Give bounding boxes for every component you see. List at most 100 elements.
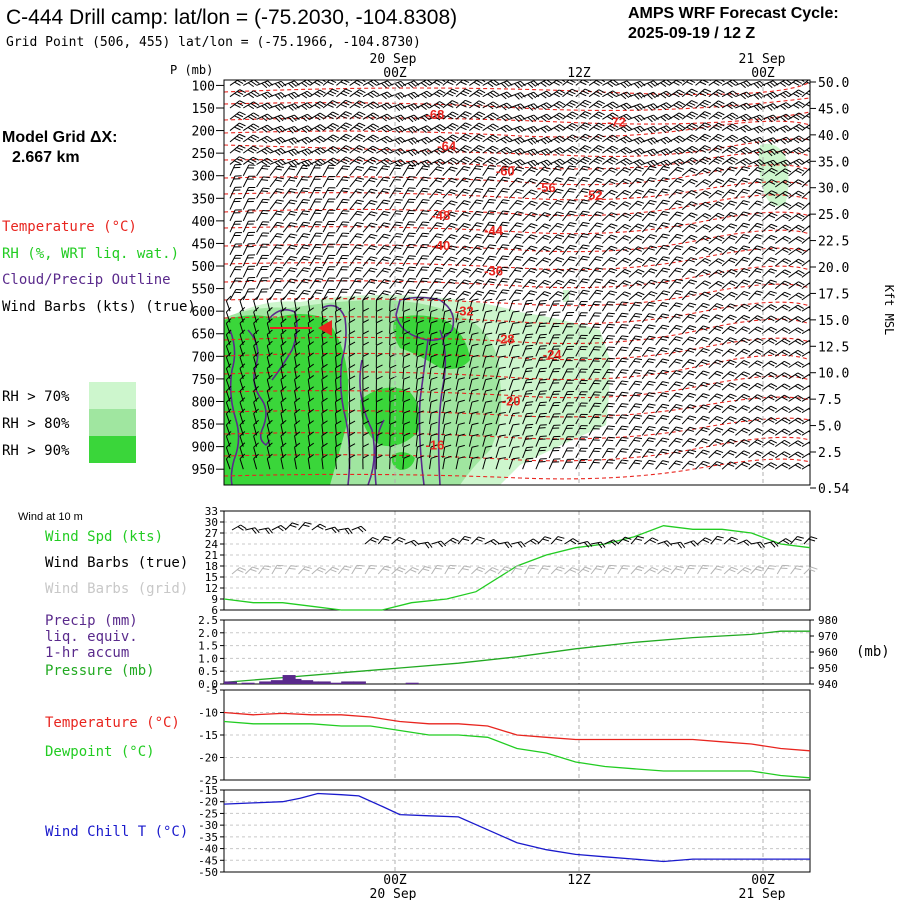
- wind-barb-feather: [769, 81, 776, 87]
- wind-barb-staff: [615, 335, 623, 346]
- wind-barb-staff: [668, 189, 678, 199]
- wind-barb: [735, 360, 751, 368]
- wind-barb-feather: [811, 76, 817, 83]
- wind-barb: [681, 313, 697, 323]
- wind-barb-feather: [678, 112, 686, 117]
- wind-barb-feather: [621, 346, 629, 349]
- wind-barb-feather: [492, 134, 499, 139]
- wind-barb: [735, 326, 751, 335]
- wind-barb-staff: [615, 201, 626, 210]
- wind-barb-feather: [248, 277, 256, 279]
- wind-barb-feather: [274, 150, 281, 156]
- wind-barb-staff: [735, 360, 745, 368]
- wind-barb-feather: [329, 113, 337, 118]
- wind-barb: [588, 289, 603, 301]
- wind-barb-feather: [343, 147, 350, 151]
- wind-barb: [575, 133, 592, 143]
- wind-barb-feather: [410, 127, 417, 133]
- wind-barb: [628, 177, 644, 188]
- wind-barb-feather: [370, 103, 377, 108]
- wind-barb-feather: [358, 122, 366, 127]
- wind-barb-staff: [628, 369, 636, 380]
- wind-barb-feather: [647, 116, 653, 123]
- wind-barb-feather: [686, 104, 693, 108]
- wind-barb: [695, 111, 712, 120]
- wind-barb-feather: [756, 104, 763, 110]
- wind-barb-feather: [261, 116, 268, 122]
- wind-barb: [429, 112, 446, 121]
- wind-barb-feather: [718, 111, 725, 116]
- wind-barb-staff: [628, 234, 639, 244]
- wind-barb-feather: [715, 102, 723, 107]
- wind-barb-staff: [628, 257, 639, 267]
- wind-barb-feather: [247, 138, 255, 143]
- wind-barb: [695, 145, 712, 154]
- wind-barb: [708, 336, 724, 346]
- wind-barb: [628, 268, 645, 278]
- wind-barb-staff: [349, 188, 358, 199]
- wind-barb-feather: [785, 90, 792, 96]
- wind-barb: [575, 267, 590, 278]
- wind-barb: [641, 335, 656, 346]
- wind-barb-feather: [699, 103, 707, 108]
- wind-barb: [641, 313, 656, 323]
- wind-barb: [389, 210, 403, 222]
- wind-barb-feather: [769, 127, 776, 133]
- wind-barb-feather: [316, 91, 324, 96]
- wind-barb-feather: [756, 82, 763, 88]
- wind-barb: [721, 134, 739, 143]
- wind-barb: [735, 124, 752, 133]
- wind-barb-feather: [422, 243, 430, 246]
- wind-barb: [508, 233, 524, 244]
- wind-barb-feather: [798, 89, 805, 94]
- wind-barb-feather: [704, 133, 712, 138]
- wind-barb: [788, 213, 805, 222]
- wind-barb-feather: [606, 127, 614, 132]
- wind-barb-feather: [663, 103, 670, 109]
- wind-barb-staff: [415, 266, 423, 278]
- wind-barb: [628, 189, 644, 199]
- wind-barb: [748, 326, 764, 335]
- wind-barb-staff: [362, 267, 372, 278]
- temperature-contour: [224, 164, 810, 186]
- wind-barb-feather: [274, 116, 281, 123]
- wind-barb-staff: [788, 213, 799, 222]
- wind-barb-feather: [462, 124, 470, 129]
- wind-barb-staff: [389, 278, 398, 289]
- wind-barb-feather: [517, 93, 523, 99]
- wind-barb-feather: [679, 135, 686, 141]
- wind-barb-feather: [373, 101, 380, 106]
- top-tick-00z-b: 00Z: [751, 66, 775, 81]
- wind-barb-feather: [713, 93, 720, 98]
- wind-barb-feather: [704, 88, 712, 93]
- wind-barb-feather: [500, 127, 507, 133]
- wind-barb-feather: [517, 127, 523, 133]
- wind-barb-staff: [562, 233, 571, 244]
- wind-barb-feather: [795, 91, 802, 96]
- wind-barb-feather: [660, 82, 667, 87]
- wind-barb-staff: [641, 234, 651, 244]
- wind-barb-feather: [745, 124, 752, 130]
- wind-barb-staff: [602, 268, 612, 278]
- wind-barb-feather: [370, 114, 377, 119]
- wind-barb-feather: [462, 113, 470, 117]
- wind-barb-feather: [250, 103, 257, 108]
- wind-barb-feather: [235, 197, 242, 200]
- wind-barb-feather: [593, 92, 600, 97]
- wind-barb-staff: [668, 267, 677, 278]
- wind-barb-feather: [343, 165, 350, 168]
- wind-barb: [681, 268, 698, 278]
- wind-barb-feather: [609, 136, 616, 141]
- wind-barb-feather: [408, 232, 416, 235]
- wind-barb: [615, 223, 632, 233]
- wind-barb-feather: [396, 221, 403, 224]
- wind-barb-feather: [772, 126, 779, 132]
- wind-barb-staff: [349, 177, 358, 188]
- wind-barb-staff: [269, 278, 277, 289]
- wind-barb-staff: [668, 313, 677, 323]
- wind-barb-staff: [748, 349, 758, 357]
- wind-barb-feather: [330, 136, 337, 141]
- wind-barb-feather: [686, 115, 693, 120]
- wind-barb-staff: [522, 245, 532, 256]
- wind-barb: [641, 234, 657, 244]
